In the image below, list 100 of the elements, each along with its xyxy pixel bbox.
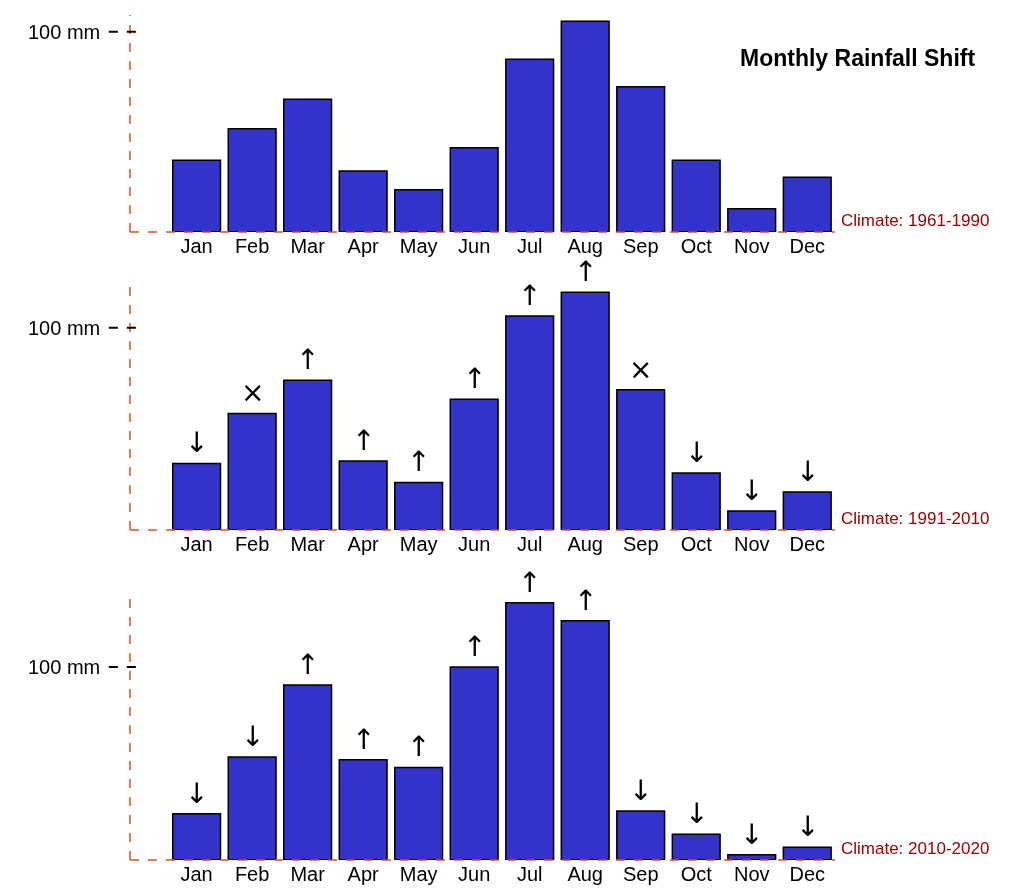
bar [338,460,388,530]
x-tick-label: Jun [458,235,491,257]
annotation: ↑ [518,566,542,599]
text: Monthly Rainfall Shift [740,45,976,71]
x-tick-label: Jan [180,235,213,257]
ref-line-label: 100 mm [28,317,101,339]
annotation: ↓ [185,777,209,810]
x-tick-label: Apr [347,533,380,555]
x-tick-label: Apr [347,235,380,257]
text: Climate: 1961-1990 [841,211,990,230]
bar [505,601,555,860]
annotation: ↓ [740,474,764,507]
annotation: ↑ [407,730,431,763]
bar [782,176,832,232]
x-tick-label: Mar [290,863,326,885]
annotation: ↑ [296,343,320,376]
bar [227,412,277,530]
annotation: ↓ [685,797,709,830]
x-tick-label: Mar [290,533,326,555]
x-tick-label: Jun [458,533,491,555]
x-tick-label: Feb [234,863,270,885]
annotation: × [241,376,265,409]
annotation: ↑ [574,584,598,617]
x-tick-label: Feb [234,533,270,555]
x-tick-label: Oct [680,863,713,885]
bar [171,812,222,860]
bar [671,159,721,232]
x-tick-label: Jan [180,533,213,555]
bar [671,472,721,530]
x-tick-label: Jul [516,863,543,885]
bar [449,398,499,530]
bar [727,208,777,232]
bar [171,462,222,530]
bar [782,491,832,530]
bar [171,159,222,232]
bar [283,684,333,860]
x-tick-label: Nov [733,235,770,257]
bar [283,98,333,232]
annotation: ↑ [352,424,376,457]
bar [505,315,555,530]
x-tick-label: Aug [567,863,603,885]
annotation: ↓ [185,426,209,459]
bar [394,766,444,860]
bar [505,58,555,232]
annotation: ↓ [796,810,820,843]
bar [449,666,499,860]
x-tick-label: Sep [622,235,659,257]
annotation: ↑ [352,723,376,756]
bar [727,510,777,530]
x-tick-label: Mar [290,235,326,257]
x-tick-label: Aug [567,533,603,555]
x-tick-label: Jul [516,235,543,257]
x-tick-label: May [399,235,438,257]
text: Climate: 1991-2010 [841,509,990,528]
text: Climate: 2010-2020 [841,839,990,858]
x-tick-label: Apr [347,863,380,885]
bar [782,846,832,860]
x-tick-label: Dec [789,863,826,885]
x-tick-label: Jan [180,863,213,885]
bar [616,810,666,860]
annotation: ↓ [241,720,265,753]
bar [227,128,277,232]
bar [394,481,444,530]
annotation: ↓ [629,774,653,807]
x-tick-label: May [399,863,438,885]
bar [560,291,610,530]
annotation: ↓ [685,436,709,469]
bar [616,85,666,232]
bar [338,170,388,232]
x-tick-label: Jun [458,863,491,885]
x-tick-label: Jul [516,533,543,555]
bar [338,758,388,860]
annotation: ↓ [796,455,820,488]
bar [449,146,499,232]
x-tick-label: Nov [733,863,770,885]
x-tick-label: Sep [622,863,659,885]
x-tick-label: Dec [789,533,826,555]
bar [283,379,333,530]
bar [227,756,277,860]
x-tick-label: Feb [234,235,270,257]
ref-line-label: 100 mm [28,21,101,43]
ref-line-label: 100 mm [28,656,101,678]
x-tick-label: Sep [622,533,659,555]
bar [727,854,777,860]
bar [616,388,666,530]
annotation: ↑ [463,362,487,395]
annotation: ↑ [407,445,431,478]
bar [394,189,444,232]
annotation: ↓ [740,818,764,851]
annotation: ↑ [518,279,542,312]
bar [671,833,721,860]
annotation: × [629,353,653,386]
x-tick-label: May [399,533,438,555]
bar [560,20,610,232]
x-tick-label: Oct [680,533,713,555]
bar [560,619,610,860]
annotation: ↑ [296,648,320,681]
x-tick-label: Oct [680,235,713,257]
x-tick-label: Dec [789,235,826,257]
x-tick-label: Aug [567,235,603,257]
